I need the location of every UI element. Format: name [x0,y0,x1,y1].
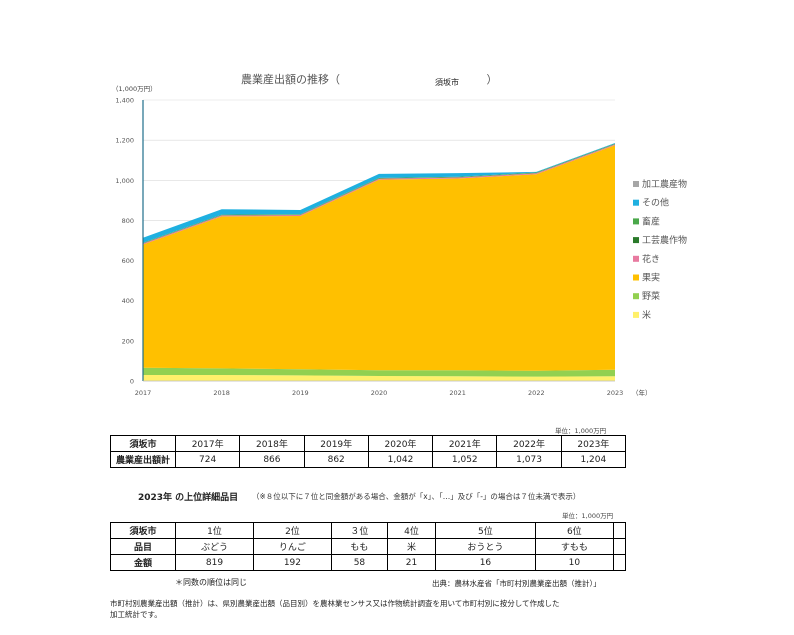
y-tick-label: 1,400 [115,97,134,105]
legend-label: 畜産 [642,215,660,227]
x-axis-unit: （年） [632,388,652,397]
legend-label: 果実 [642,272,660,284]
area-chart: 農業産出額の推移（ 須坂市 ） （1,000万円） 0 200 400 600 800 1… [112,72,687,397]
item-cell: おうとう [434,538,536,555]
y-tick-label: 1,000 [115,177,134,185]
year-cell: 2022年 [496,435,562,452]
value-cell: 1,052 [432,451,498,468]
row-label: 金額 [110,554,176,571]
year-cell: 2020年 [367,435,434,452]
item-cell: もも [330,538,388,555]
rank-cell: 2位 [252,522,332,539]
value-cell: 1,204 [560,451,627,468]
amount-cell: 16 [434,554,536,571]
y-tick-label: 800 [122,217,134,225]
legend-label: 工芸農作物 [642,234,687,246]
value-cell: 1,073 [496,451,562,468]
row-label: 品目 [110,538,176,555]
y-tick-label: 200 [122,337,134,345]
amount-cell [612,554,627,571]
legend-swatch [633,293,639,300]
legend-label: 加工農産物 [642,178,687,190]
y-tick-label: 0 [130,378,134,386]
x-tick-label: 2023 [607,389,624,397]
legend-swatch [633,181,639,187]
legend-swatch [633,199,639,206]
legend-swatch [633,274,639,281]
year-cell: 2019年 [303,435,369,452]
rank-cell: 5位 [434,522,536,539]
item-cell: りんご [252,538,332,555]
value-cell: 1,042 [367,451,434,468]
rank-cell: 4位 [386,522,436,539]
amount-cell: 10 [534,554,614,571]
amount-cell: 58 [330,554,388,571]
row-label: 農業産出額計 [110,451,176,468]
rank-cell: 1位 [175,522,254,539]
series-area [143,367,615,377]
table-row: 農業産出額計 724 866 862 1,042 1,052 1,073 1,2… [110,451,627,468]
same-rank-note: ＊同数の順位は同じ [175,578,247,587]
item-cell: すもも [534,538,614,555]
legend-swatch [633,255,639,262]
table-row: 金額 819 192 58 21 16 10 [110,554,627,571]
amount-cell: 21 [386,554,436,571]
x-tick-label: 2020 [371,389,388,397]
source-note: 出典：農林水産省「市町村別農業産出額（推計）」 [432,579,601,588]
rank-cell: ３位 [330,522,388,539]
chart-title-city: 須坂市 [435,77,459,87]
legend-label: 野菜 [642,290,660,302]
ranking-unit: 単位：1,000万円 [562,512,614,520]
value-cell: 866 [239,451,305,468]
series-area [143,375,615,381]
x-tick-label: 2018 [213,389,230,397]
value-cell: 862 [303,451,369,468]
footnote-line2: 加工統計です。 [110,610,162,619]
ranking-table: 須坂市 1位 2位 ３位 4位 5位 6位 品目 ぶどう りんご もも 米 おう… [110,522,627,571]
table-row: 須坂市 1位 2位 ３位 4位 5位 6位 [110,522,627,539]
item-cell: ぶどう [175,538,254,555]
legend-swatch [633,218,639,225]
footnote-line1: 市町村別農業産出額（推計）は、県別農業産出額（品目別）を農林業センサス又は作物統… [110,599,560,608]
legend-swatch [633,237,639,244]
year-cell: 2021年 [432,435,498,452]
legend-label: その他 [642,197,669,209]
table-corner: 須坂市 [110,522,176,539]
chart-title-close: ） [487,73,498,86]
y-tick-label: 600 [122,257,134,265]
item-cell [612,538,627,555]
value-cell: 724 [174,451,241,468]
y-axis-unit: （1,000万円） [112,85,157,93]
chart-title: 農業産出額の推移（ [241,72,340,86]
table-corner: 須坂市 [110,435,176,452]
amount-cell: 192 [252,554,332,571]
production-total-table: 須坂市 2017年 2018年 2019年 2020年 2021年 2022年 … [110,435,627,468]
y-tick-label: 400 [122,297,134,305]
year-cell: 2017年 [174,435,241,452]
x-tick-label: 2017 [135,389,152,397]
legend-label: 花き [642,253,660,265]
rank-cell: 6位 [534,522,614,539]
rank-cell [612,522,627,539]
legend-label: 米 [642,309,651,321]
table-row: 須坂市 2017年 2018年 2019年 2020年 2021年 2022年 … [110,435,627,452]
amount-cell: 819 [175,554,254,571]
ranking-note: （※８位以下に７位と同金額がある場合、金額が「x」、「…」及び「-」の場合は７位… [252,492,581,501]
series-area [143,145,615,371]
ranking-heading: 2023年 の上位詳細品目 [138,493,239,503]
x-tick-label: 2022 [528,389,545,397]
table1-unit: 単位：1,000万円 [555,427,607,435]
year-cell: 2023年 [560,435,627,452]
y-tick-label: 1,200 [115,137,134,145]
legend-swatch [633,311,639,318]
x-tick-label: 2019 [292,389,309,397]
x-tick-label: 2021 [449,389,466,397]
item-cell: 米 [386,538,436,555]
year-cell: 2018年 [239,435,305,452]
table-row: 品目 ぶどう りんご もも 米 おうとう すもも [110,538,627,555]
